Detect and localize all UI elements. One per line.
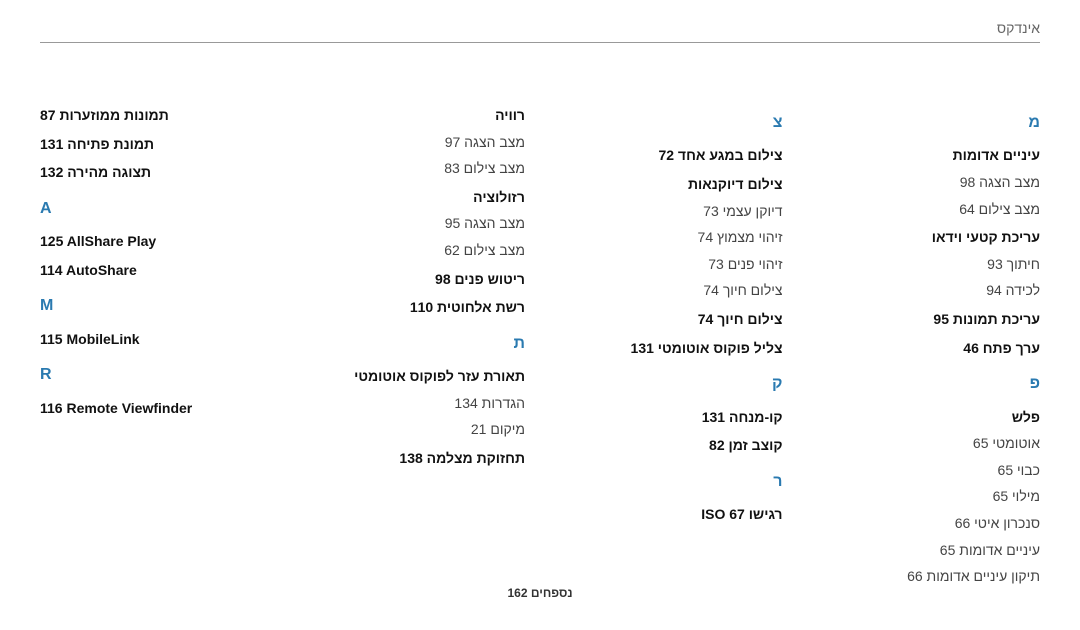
- index-subentry: זיהוי פנים 73: [555, 251, 783, 278]
- index-subentry: מיקום 21: [298, 416, 526, 443]
- index-subentry: מילוי 65: [813, 483, 1041, 510]
- index-subentry: מצב הצגה 97: [298, 129, 526, 156]
- index-column-4: תמונות ממוזערות 87תמונת פתיחה 131תצוגה מ…: [40, 100, 268, 590]
- index-entry: 116 Remote Viewfinder: [40, 395, 268, 422]
- index-subentry: צילום חיוך 74: [555, 277, 783, 304]
- section-letter: פ: [813, 369, 1041, 399]
- index-content: מעיניים אדומותמצב הצגה 98מצב צילום 64ערי…: [40, 100, 1040, 590]
- index-entry: 115 MobileLink: [40, 326, 268, 353]
- section-letter: צ: [555, 108, 783, 138]
- section-letter: ת: [298, 329, 526, 359]
- page-footer: נספחים 162: [0, 586, 1080, 600]
- index-entry: 125 AllShare Play: [40, 228, 268, 255]
- index-subentry: דיוקן עצמי 73: [555, 198, 783, 225]
- index-entry: פלש: [813, 404, 1041, 431]
- index-entry: עריכת קטעי וידאו: [813, 224, 1041, 251]
- section-letter: מ: [813, 108, 1041, 138]
- index-subentry: סנכרון איטי 66: [813, 510, 1041, 537]
- index-entry: ריטוש פנים 98: [298, 266, 526, 293]
- index-entry: ערך פתח 46: [813, 335, 1041, 362]
- section-letter: M: [40, 291, 268, 321]
- section-letter: R: [40, 360, 268, 390]
- index-entry: צילום דיוקנאות: [555, 171, 783, 198]
- index-subentry: מצב הצגה 95: [298, 210, 526, 237]
- index-subentry: מצב צילום 83: [298, 155, 526, 182]
- index-entry: רגישו ISO 67: [555, 501, 783, 528]
- section-letter: A: [40, 194, 268, 224]
- index-column-2: צ צילום במגע אחד 72צילום דיוקנאותדיוקן עצ…: [555, 100, 783, 590]
- header-divider: [40, 42, 1040, 43]
- index-entry: רזולוציה: [298, 184, 526, 211]
- index-entry: תמונת פתיחה 131: [40, 131, 268, 158]
- index-entry: תצוגה מהירה 132: [40, 159, 268, 186]
- index-entry: תחזוקת מצלמה 138: [298, 445, 526, 472]
- index-subentry: זיהוי מצמוץ 74: [555, 224, 783, 251]
- index-subentry: מצב צילום 64: [813, 196, 1041, 223]
- index-subentry: עיניים אדומות 65: [813, 537, 1041, 564]
- index-entry: קוצב זמן 82: [555, 432, 783, 459]
- index-entry: עריכת תמונות 95: [813, 306, 1041, 333]
- index-entry: צילום חיוך 74: [555, 306, 783, 333]
- index-entry: 114 AutoShare: [40, 257, 268, 284]
- index-entry: רוויה: [298, 102, 526, 129]
- index-subentry: מצב הצגה 98: [813, 169, 1041, 196]
- index-subentry: כבוי 65: [813, 457, 1041, 484]
- index-subentry: חיתוך 93: [813, 251, 1041, 278]
- index-entry: רשת אלחוטית 110: [298, 294, 526, 321]
- index-entry: צילום במגע אחד 72: [555, 142, 783, 169]
- index-subentry: לכידה 94: [813, 277, 1041, 304]
- index-subentry: הגדרות 134: [298, 390, 526, 417]
- section-letter: ק: [555, 369, 783, 399]
- index-subentry: אוטומטי 65: [813, 430, 1041, 457]
- index-entry: צליל פוקוס אוטומטי 131: [555, 335, 783, 362]
- index-subentry: מצב צילום 62: [298, 237, 526, 264]
- index-column-1: מעיניים אדומותמצב הצגה 98מצב צילום 64ערי…: [813, 100, 1041, 590]
- index-entry: עיניים אדומות: [813, 142, 1041, 169]
- section-letter: ר: [555, 467, 783, 497]
- index-entry: תמונות ממוזערות 87: [40, 102, 268, 129]
- index-column-3: רוויהמצב הצגה 97מצב צילום 83רזולוציהמצב …: [298, 100, 526, 590]
- header-title: אינדקס: [997, 20, 1040, 36]
- index-entry: תאורת עזר לפוקוס אוטומטי: [298, 363, 526, 390]
- index-entry: קו-מנחה 131: [555, 404, 783, 431]
